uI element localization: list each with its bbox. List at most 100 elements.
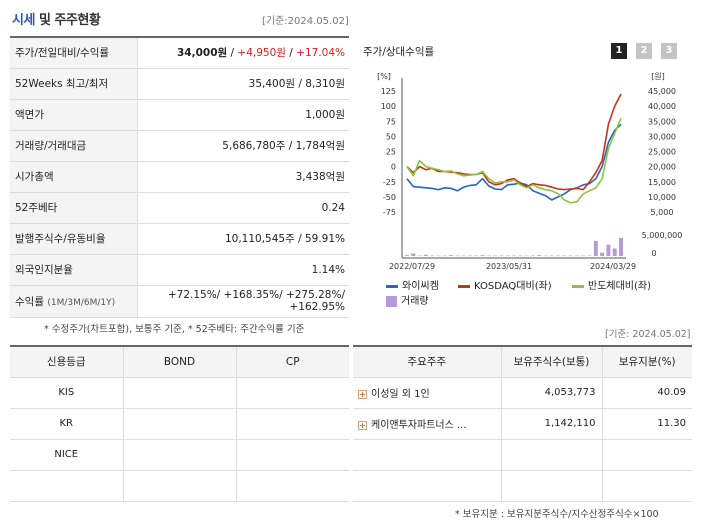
volume-bar (449, 255, 454, 256)
right-tick-label: 20,000 (648, 163, 676, 172)
right-tick-label: 25,000 (648, 148, 676, 157)
info-row-par: 액면가 1,000원 (10, 99, 349, 131)
info-row-volume: 거래량/거래대금 5,686,780주 / 1,784억원 (10, 130, 349, 162)
table-row (10, 470, 349, 502)
series-line-1 (406, 93, 622, 191)
holder-name: 케이앤투자파트너스 ... (371, 420, 467, 431)
table-row: KR (10, 408, 349, 440)
table-row: + 케이앤투자파트너스 ... 1,142,110 11.30 (353, 408, 692, 440)
volume-tick-label: 0 (651, 249, 656, 258)
x-tick-label: 2023/05/31 (486, 262, 532, 271)
volume-bar (417, 255, 422, 257)
credit-rating-table: 신용등급 BOND CP KIS KR NICE (10, 345, 349, 502)
chart-page-3[interactable]: 3 (661, 43, 677, 59)
table-row (353, 439, 692, 471)
volume-bar (474, 255, 479, 257)
right-tick-label: 30,000 (648, 132, 676, 141)
left-tick-label: 100 (381, 102, 396, 111)
volume-bar (581, 255, 586, 257)
left-tick-label: -25 (383, 178, 396, 187)
right-unit-label: [원] (651, 72, 665, 81)
volume-tick-label: 5,000,000 (642, 231, 683, 240)
volume-bar (486, 255, 491, 257)
x-tick-label: 2022/07/29 (389, 262, 435, 271)
footnote-right: * 보유지분 : 보유지분주식수/지수산정주식수×100 (455, 509, 659, 520)
volume-bar (549, 255, 554, 257)
volume-bar (619, 237, 623, 256)
volume-bar (518, 255, 523, 257)
info-row-price: 주가/전일대비/수익률 34,000원 / +4,950원 / +17.04% (10, 37, 349, 69)
volume-bar (562, 255, 567, 257)
right-tick-label: 45,000 (648, 87, 676, 96)
series-line-0 (406, 123, 622, 201)
left-tick-label: -50 (383, 193, 396, 202)
volume-bar (467, 255, 472, 257)
volume-bar (442, 255, 447, 257)
holders-base-date: [기준: 2024.05.02] (605, 329, 691, 340)
volume-bar (543, 255, 548, 257)
major-shareholders-table: 주요주주 보유주식수(보통) 보유지분(%) + 이성일 외 1인 4,053,7… (353, 345, 692, 502)
volume-bar (530, 255, 535, 257)
price-change-rate: +17.04% (296, 47, 345, 60)
volume-bar (505, 255, 510, 257)
info-row-beta: 52주베타 0.24 (10, 192, 349, 224)
footnote-left: * 수정주가(차트포함), 보통주 기준, * 52주베타: 주간수익률 기준 (44, 324, 305, 335)
volume-bar (600, 252, 605, 256)
volume-bar (587, 255, 592, 257)
price-info-table: 주가/전일대비/수익률 34,000원 / +4,950원 / +17.04% … (10, 36, 349, 318)
table-row: KIS (10, 377, 349, 409)
left-unit-label: [%] (377, 72, 391, 81)
info-row-marketcap: 시가총액 3,438억원 (10, 161, 349, 193)
volume-bar (455, 255, 460, 257)
volume-bar (537, 255, 542, 256)
right-tick-label: 15,000 (648, 178, 676, 187)
legend-item-semi: 반도체대비(좌) (572, 277, 651, 292)
volume-bar (556, 255, 561, 257)
volume-bar (423, 254, 428, 256)
holder-name: 이성일 외 1인 (371, 389, 430, 400)
chart-page-2[interactable]: 2 (636, 43, 652, 59)
expand-icon[interactable]: + (358, 389, 367, 399)
price-change: +4,950원 (237, 47, 286, 60)
volume-bar (499, 255, 504, 257)
legend-item-volume: 거래량 (386, 292, 429, 307)
chart-title: 주가/상대수익률 (363, 46, 435, 58)
table-row (353, 470, 692, 502)
volume-bar (480, 255, 485, 256)
left-tick-label: 0 (391, 163, 396, 172)
relative-return-chart: [%] 125 100 75 50 25 0 -25 -50 -75 [원] 45,000 40,000… (377, 72, 683, 271)
info-row-foreign: 외국인지분율 1.14% (10, 254, 349, 286)
volume-bar (593, 240, 598, 256)
series-line-2 (406, 117, 622, 204)
current-price: 34,000원 (177, 47, 228, 60)
left-tick-label: 25 (386, 148, 396, 157)
volume-bar (430, 255, 435, 257)
info-row-shares: 발행주식수/유동비율 10,110,545주 / 59.91% (10, 223, 349, 255)
right-tick-label: 10,000 (648, 193, 676, 202)
left-tick-label: 125 (381, 87, 396, 96)
volume-bar (574, 255, 579, 257)
volume-bar (606, 244, 611, 256)
volume-bar (612, 248, 617, 256)
right-tick-label: 40,000 (648, 102, 676, 111)
chart-page-1[interactable]: 1 (611, 43, 627, 59)
legend-item-ycchem: 와이씨켐 (386, 277, 439, 292)
legend-item-kosdaq: KOSDAQ대비(좌) (458, 277, 552, 292)
volume-bar (405, 255, 409, 256)
right-tick-label: 5,000 (651, 208, 674, 217)
volume-bar (461, 255, 466, 257)
volume-bar (436, 255, 441, 257)
volume-bar (568, 255, 573, 257)
volume-bar (411, 253, 416, 256)
right-tick-label: 35,000 (648, 117, 676, 126)
volume-bar (493, 255, 498, 257)
info-label: 주가/전일대비/수익률 (10, 37, 138, 69)
x-tick-label: 2024/03/29 (590, 262, 636, 271)
left-tick-label: 75 (386, 117, 396, 126)
left-tick-label: -75 (383, 208, 396, 217)
left-tick-label: 50 (386, 132, 396, 141)
info-row-returns: 수익률 (1M/3M/6M/1Y) +72.15%/ +168.35%/ +27… (10, 285, 349, 318)
info-row-52w: 52Weeks 최고/최저 35,400원 / 8,310원 (10, 68, 349, 100)
expand-icon[interactable]: + (358, 420, 367, 430)
base-date: [기준:2024.05.02] (262, 16, 349, 27)
